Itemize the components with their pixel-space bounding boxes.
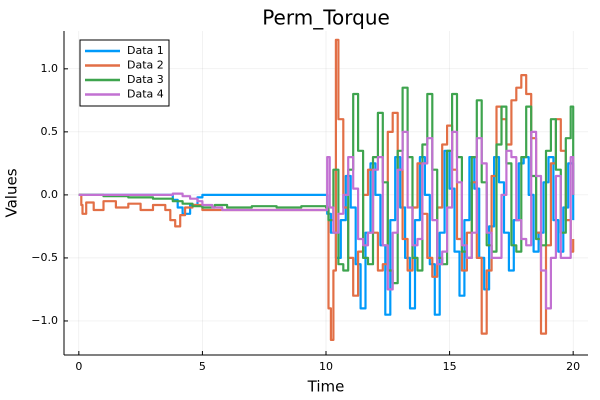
y-tick-label: −0.5 [31, 251, 58, 264]
y-tick-label: −1.0 [31, 314, 58, 327]
x-tick-label: 5 [199, 360, 206, 373]
x-tick-label: 0 [75, 360, 82, 373]
y-tick-label: 0.5 [41, 125, 59, 138]
x-axis-title: Time [307, 378, 345, 396]
legend-label-2: Data 2 [127, 59, 164, 72]
series-line-2 [78, 38, 575, 341]
series-line-3 [78, 86, 575, 285]
x-tick-label: 10 [319, 360, 333, 373]
x-tick-label: 20 [566, 360, 580, 373]
y-ticks: −1.0 −0.5 0.0 0.5 1.0 [31, 62, 68, 327]
y-tick-label: 0.0 [41, 188, 59, 201]
series-layer [78, 38, 575, 341]
chart-title: Perm_Torque [262, 6, 390, 30]
series-line-4 [78, 130, 575, 310]
x-ticks: 0 5 10 15 20 [75, 351, 580, 373]
legend-label-1: Data 1 [127, 44, 164, 57]
y-axis-title: Values [3, 168, 21, 217]
legend-label-3: Data 3 [127, 73, 164, 86]
y-tick-label: 1.0 [41, 62, 59, 75]
legend-label-4: Data 4 [127, 88, 164, 101]
x-tick-label: 15 [443, 360, 457, 373]
